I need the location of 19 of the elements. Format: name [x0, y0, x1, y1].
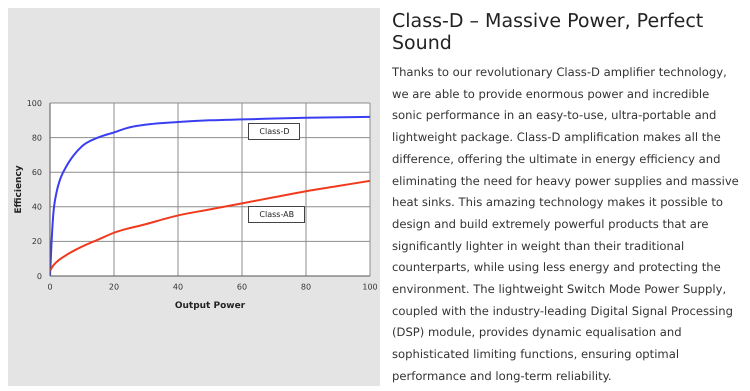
x-tick-label: 100: [362, 282, 378, 292]
y-tick-label: 60: [32, 168, 42, 178]
y-tick-label: 20: [32, 237, 42, 246]
x-tick-label: 20: [108, 282, 120, 292]
y-tick-label: 0: [36, 272, 42, 281]
x-tick-label: 60: [236, 282, 248, 292]
series-label: Class-D: [248, 123, 300, 140]
y-tick-label: 40: [32, 202, 42, 212]
x-axis-title: Output Power: [174, 301, 246, 311]
x-tick-label: 0: [47, 282, 53, 292]
y-axis-title: Efficiency: [14, 165, 24, 214]
x-tick-label: 40: [172, 282, 184, 292]
text: Class-D – Massive Power, Perfect Sound: [392, 10, 704, 54]
x-tick-label: 80: [300, 282, 312, 292]
line-series: [50, 180, 370, 272]
y-tick-label: 80: [32, 133, 42, 142]
text: Thanks to our revolutionary Class-D amplifier technology, we are able to provide enormous power and incredible sonic performance in an easy-to-use, ultra-portable and lightweight package. Class-D amplification makes all the difference, offering the ultimate in energy efficiency and eliminating the need for heavy power supplies and massive heat sinks. This amazing technology makes it possible to design and build extremely powerful products that are significantly lighter in weight than their traditional counterparts, while using less energy and protecting the environment. The lightweight Switch Mode Power Supply, coupled with the industry-leading Digital Signal Processing (DSP) module, provides dynamic equalisation and sophisticated limiting functions, ensuring optimal performance and long-term reliability.: [392, 65, 739, 383]
series-label: Class-AB: [248, 206, 306, 224]
y-tick-label: 100: [26, 98, 42, 108]
